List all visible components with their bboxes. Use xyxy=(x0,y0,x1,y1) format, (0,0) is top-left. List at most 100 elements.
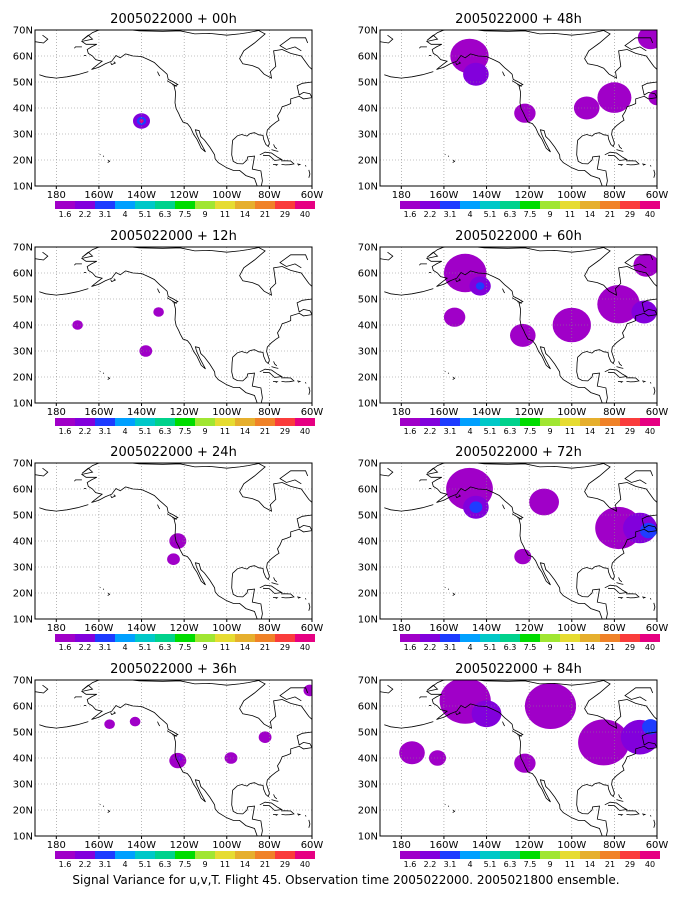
latitude-tick-label: 70N xyxy=(358,459,378,470)
island-coastline xyxy=(653,602,656,611)
colorbar-swatch xyxy=(440,634,460,642)
colorbar-label: 5.1 xyxy=(484,860,497,869)
latitude-tick-label: 30N xyxy=(13,563,33,574)
island-coastline xyxy=(279,254,309,269)
colorbar-swatch xyxy=(135,851,155,859)
latitude-tick-label: 10N xyxy=(358,182,378,193)
latitude-tick-label: 10N xyxy=(358,399,378,410)
latitude-tick-label: 70N xyxy=(358,243,378,254)
longitude-tick-label: 120W xyxy=(515,840,544,851)
colorbar-swatch xyxy=(215,634,235,642)
island-coastline xyxy=(308,819,311,828)
colorbar-label: 14 xyxy=(240,210,250,219)
latitude-tick-label: 10N xyxy=(13,615,33,626)
longitude-tick-label: 80W xyxy=(603,190,626,201)
latitude-tick-label: 20N xyxy=(358,589,378,600)
island-coastline xyxy=(102,372,105,374)
island-coastline xyxy=(273,794,278,800)
colorbar-swatch xyxy=(295,418,315,426)
island-coastline xyxy=(593,239,619,244)
longitude-tick-label: 160W xyxy=(429,623,458,634)
island-coastline xyxy=(447,155,450,157)
colorbar-label: 5.1 xyxy=(139,210,152,219)
latitude-tick-label: 40N xyxy=(13,537,33,548)
map-frame xyxy=(379,462,658,620)
island-coastline xyxy=(39,721,89,729)
longitude-tick-label: 120W xyxy=(170,840,199,851)
colorbar-swatch xyxy=(560,418,580,426)
greenland-coastline xyxy=(629,442,692,489)
island-coastline xyxy=(452,809,456,813)
colorbar-swatch xyxy=(255,201,275,209)
colorbar-label: 3.1 xyxy=(444,860,457,869)
latitude-tick-label: 50N xyxy=(13,78,33,89)
signal-variance-region xyxy=(258,731,272,743)
colorbar-label: 29 xyxy=(625,860,635,869)
colorbar-swatch xyxy=(400,201,420,209)
colorbar-label: 6.3 xyxy=(159,427,172,436)
longitude-tick-label: 180 xyxy=(47,190,66,201)
colorbar-label: 11 xyxy=(220,210,230,219)
latitude-tick-label: 50N xyxy=(358,295,378,306)
colorbar-swatch xyxy=(115,851,135,859)
island-coastline xyxy=(452,376,456,380)
island-coastline xyxy=(653,169,656,178)
longitude-tick-label: 60W xyxy=(301,840,324,851)
colorbar-swatch xyxy=(175,634,195,642)
colorbar-swatch xyxy=(55,418,75,426)
island-coastline xyxy=(455,278,462,283)
colorbar-label: 5.1 xyxy=(139,860,152,869)
island-coastline xyxy=(380,684,394,694)
colorbar-label: 11 xyxy=(565,643,575,652)
greenland-coastline xyxy=(284,442,354,489)
colorbar-swatch xyxy=(580,851,600,859)
island-coastline xyxy=(297,163,302,166)
colorbar-label: 40 xyxy=(300,427,310,436)
island-coastline xyxy=(384,71,434,79)
colorbar-swatch xyxy=(500,418,520,426)
colorbar-swatch xyxy=(175,201,195,209)
island-coastline xyxy=(604,801,628,811)
colorbar-swatch xyxy=(275,201,295,209)
island-coastline xyxy=(259,368,283,378)
island-coastline xyxy=(271,799,279,802)
signal-variance-region xyxy=(578,719,630,766)
colorbar-label: 9 xyxy=(547,427,552,436)
colorbar-label: 4 xyxy=(122,210,127,219)
colorbar-swatch xyxy=(620,851,640,859)
colorbar-label: 7.5 xyxy=(179,210,192,219)
longitude-tick-label: 180 xyxy=(47,623,66,634)
colorbar-label: 29 xyxy=(280,210,290,219)
colorbar-label: 5.1 xyxy=(139,643,152,652)
colorbar-label: 14 xyxy=(240,643,250,652)
signal-variance-region xyxy=(637,30,657,50)
island-coastline xyxy=(642,163,647,166)
island-coastline xyxy=(305,598,307,600)
colorbar-label: 7.5 xyxy=(179,860,192,869)
colorbar-swatch xyxy=(155,851,175,859)
colorbar-label: 1.6 xyxy=(59,210,72,219)
colorbar-swatch xyxy=(75,418,95,426)
north-america-coastline xyxy=(425,680,657,836)
colorbar-label: 11 xyxy=(565,427,575,436)
island-coastline xyxy=(259,584,283,594)
island-coastline xyxy=(384,504,434,512)
colorbar-swatch xyxy=(255,418,275,426)
colorbar-swatch xyxy=(115,418,135,426)
greenland-coastline xyxy=(284,659,354,706)
island-coastline xyxy=(279,37,309,52)
colorbar-label: 3.1 xyxy=(99,210,112,219)
island-coastline xyxy=(455,711,462,716)
island-coastline xyxy=(107,809,111,813)
colorbar-label: 9 xyxy=(202,210,207,219)
signal-variance-region xyxy=(169,533,187,549)
colorbar-label: 21 xyxy=(605,210,615,219)
colorbar-label: 5.1 xyxy=(484,427,497,436)
colorbar-label: 40 xyxy=(300,860,310,869)
map-panel: 2005022000 + 00h 180 160W 140W 120W 100W 80W 60… xyxy=(13,12,324,219)
island-coastline xyxy=(99,370,101,373)
colorbar-swatch xyxy=(215,201,235,209)
colorbar-swatch xyxy=(195,634,215,642)
colorbar-label: 3.1 xyxy=(99,643,112,652)
colorbar-swatch xyxy=(135,634,155,642)
